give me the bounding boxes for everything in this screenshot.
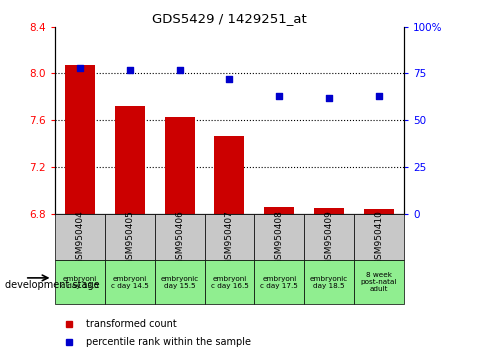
Point xyxy=(375,93,383,99)
Text: GSM950404: GSM950404 xyxy=(76,210,85,264)
Bar xyxy=(354,260,404,304)
Text: embryonic
day 18.5: embryonic day 18.5 xyxy=(310,276,348,289)
Text: GSM950410: GSM950410 xyxy=(374,210,383,265)
Point xyxy=(126,67,133,73)
Bar xyxy=(215,136,244,214)
Point xyxy=(176,67,184,73)
Text: embryonic
day 15.5: embryonic day 15.5 xyxy=(161,276,199,289)
Text: transformed count: transformed count xyxy=(87,319,177,329)
Point xyxy=(326,95,333,101)
Bar xyxy=(155,260,205,304)
Title: GDS5429 / 1429251_at: GDS5429 / 1429251_at xyxy=(152,12,307,25)
Bar xyxy=(254,214,304,260)
Bar xyxy=(304,260,354,304)
Bar xyxy=(105,214,155,260)
Bar xyxy=(264,207,294,214)
Bar xyxy=(65,65,95,214)
Text: 8 week
post-natal
adult: 8 week post-natal adult xyxy=(361,272,397,292)
Bar xyxy=(105,260,155,304)
Text: percentile rank within the sample: percentile rank within the sample xyxy=(87,337,251,347)
Point xyxy=(76,65,84,71)
Bar xyxy=(115,106,145,214)
Bar xyxy=(254,260,304,304)
Text: embryoni
c day 16.5: embryoni c day 16.5 xyxy=(210,276,249,289)
Text: embryoni
c day 14.5: embryoni c day 14.5 xyxy=(111,276,149,289)
Text: GSM950405: GSM950405 xyxy=(125,210,134,265)
Text: GSM950407: GSM950407 xyxy=(225,210,234,265)
Text: GSM950408: GSM950408 xyxy=(275,210,284,265)
Text: embryoni
c day 17.5: embryoni c day 17.5 xyxy=(261,276,298,289)
Bar xyxy=(55,214,105,260)
Bar xyxy=(205,214,254,260)
Point xyxy=(226,76,233,82)
Bar xyxy=(205,260,254,304)
Text: development stage: development stage xyxy=(5,280,99,290)
Text: GSM950409: GSM950409 xyxy=(325,210,334,265)
Point xyxy=(275,93,283,99)
Bar xyxy=(354,214,404,260)
Text: GSM950406: GSM950406 xyxy=(175,210,184,265)
Bar xyxy=(55,260,105,304)
Text: embryoni
c day 13.5: embryoni c day 13.5 xyxy=(61,276,99,289)
Bar xyxy=(164,117,195,214)
Bar xyxy=(304,214,354,260)
Bar xyxy=(314,208,344,214)
Bar xyxy=(364,210,394,214)
Bar xyxy=(155,214,205,260)
